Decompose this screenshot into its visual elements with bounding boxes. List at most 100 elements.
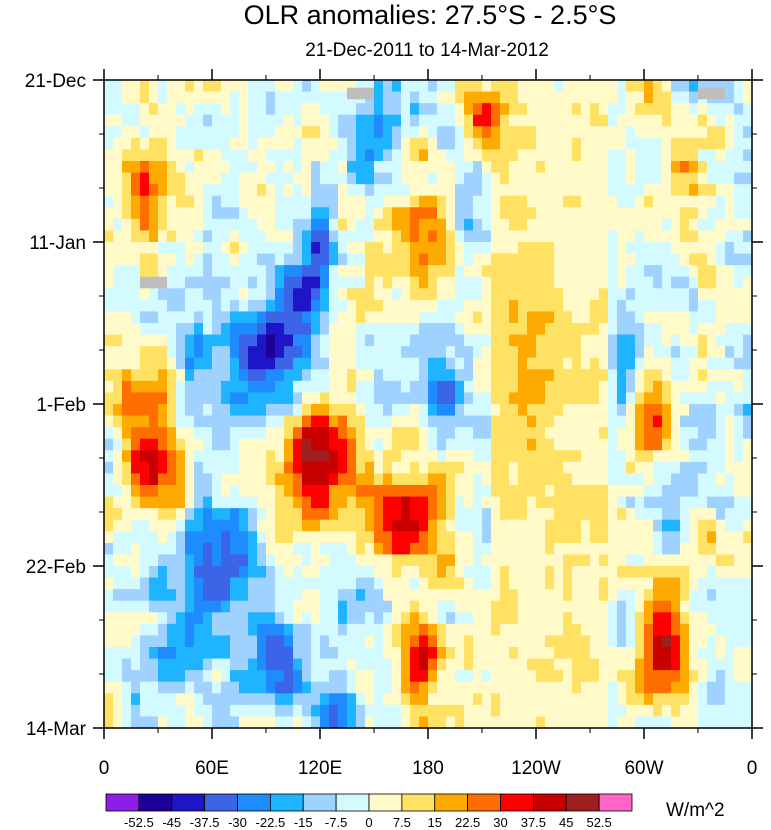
heat-cell (689, 438, 699, 451)
heat-cell (356, 276, 366, 289)
heat-cell (104, 542, 114, 556)
heat-cell (473, 184, 483, 197)
heat-cell (212, 427, 222, 440)
heat-cell (194, 647, 204, 660)
heat-cell (581, 380, 591, 394)
heat-cell (680, 288, 690, 301)
heat-cell (365, 392, 375, 405)
heat-cell (626, 461, 636, 475)
heat-cell (212, 658, 222, 671)
heat-cell (266, 415, 276, 428)
heat-cell (176, 531, 186, 544)
heat-cell (482, 253, 492, 266)
heat-cell (392, 114, 402, 127)
heat-cell (554, 184, 564, 197)
heat-cell (599, 438, 609, 451)
heat-cell (743, 404, 753, 417)
heat-cell (698, 299, 708, 313)
heat-cell (725, 242, 735, 255)
heat-cell (230, 577, 240, 590)
heat-cell (581, 218, 591, 232)
heat-cell (140, 461, 150, 475)
heat-cell (167, 623, 177, 637)
heat-cell (374, 415, 384, 428)
heat-cell (329, 531, 339, 544)
heat-cell (473, 404, 483, 417)
colorbar-swatch (598, 793, 633, 812)
heat-cell (257, 80, 267, 93)
heat-cell (383, 137, 393, 151)
heat-cell (410, 149, 420, 162)
heat-cell (671, 473, 681, 486)
heat-cell (473, 369, 483, 382)
heat-cell (122, 461, 132, 475)
heat-cell (455, 126, 465, 139)
heat-cell (410, 80, 420, 93)
heat-cell (554, 114, 564, 127)
heat-cell (626, 415, 636, 428)
heat-cell (590, 623, 600, 637)
heat-cell (239, 242, 249, 255)
heat-cell (563, 438, 573, 451)
heat-cell (680, 346, 690, 359)
heat-cell (635, 357, 645, 370)
heat-cell (212, 207, 222, 220)
heat-cell (455, 369, 465, 382)
heat-cell (473, 519, 483, 532)
heat-cell (221, 542, 231, 556)
heat-cell (419, 519, 429, 532)
heat-cell (131, 323, 141, 336)
heat-cell (563, 299, 573, 313)
heat-cell (338, 195, 348, 208)
heat-cell (698, 508, 708, 521)
heat-cell (644, 334, 654, 347)
heat-cell (293, 658, 303, 671)
heat-cell (176, 265, 186, 278)
heat-cell (653, 647, 663, 660)
heat-cell (149, 566, 159, 579)
heat-cell (590, 207, 600, 220)
heat-cell (158, 670, 168, 683)
heat-cell (149, 253, 159, 266)
heat-cell (392, 161, 402, 174)
heat-cell (356, 635, 366, 648)
heat-cell (716, 623, 726, 637)
heat-cell (212, 531, 222, 544)
heat-cell (257, 554, 267, 567)
heat-cell (185, 195, 195, 208)
heat-cell (140, 427, 150, 440)
heat-cell (716, 415, 726, 428)
heat-cell (230, 346, 240, 359)
heat-cell (581, 508, 591, 521)
heat-cell (158, 461, 168, 475)
heat-cell (437, 334, 447, 347)
heat-cell (653, 681, 663, 694)
heat-cell (689, 600, 699, 613)
heat-cell (185, 323, 195, 336)
heat-cell (311, 265, 321, 278)
heat-cell (302, 577, 312, 590)
heat-cell (410, 554, 420, 567)
heat-cell (617, 485, 627, 498)
heat-cell (167, 519, 177, 532)
heat-cell (266, 658, 276, 671)
heat-cell (491, 485, 501, 498)
heat-cell (734, 647, 744, 660)
heat-cell (401, 299, 411, 313)
heat-cell (572, 577, 582, 590)
heat-cell (239, 554, 249, 567)
heat-cell (356, 496, 366, 509)
heat-cell (563, 334, 573, 347)
heat-cell (140, 253, 150, 266)
heat-cell (311, 184, 321, 197)
heat-cell (401, 276, 411, 289)
heat-cell (563, 496, 573, 509)
heat-cell (617, 288, 627, 301)
heat-cell (671, 218, 681, 232)
heat-cell (536, 265, 546, 278)
heat-cell (464, 566, 474, 579)
heat-cell (383, 184, 393, 197)
heat-cell (536, 496, 546, 509)
heat-cell (185, 670, 195, 683)
heat-cell (158, 253, 168, 266)
